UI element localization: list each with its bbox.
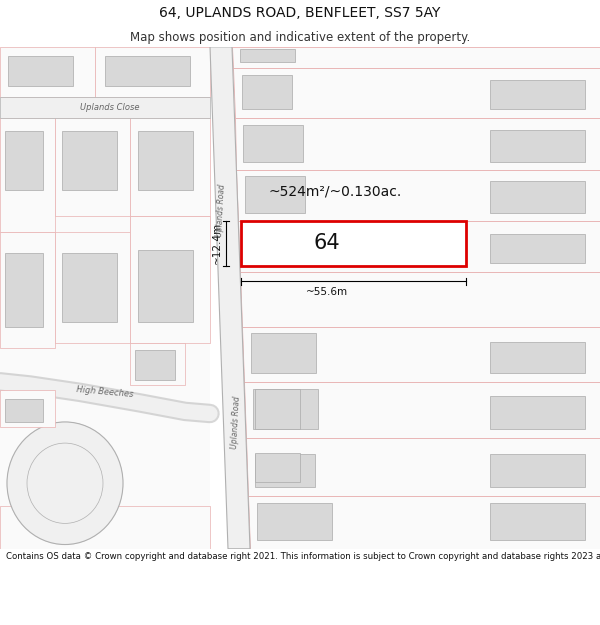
Text: Contains OS data © Crown copyright and database right 2021. This information is : Contains OS data © Crown copyright and d… (6, 552, 600, 561)
Bar (490, 342, 585, 373)
Bar (5, 253, 43, 327)
Bar (255, 389, 300, 429)
Bar (62, 131, 117, 189)
Bar (0, 47, 95, 96)
Bar (0, 232, 55, 348)
Text: ~55.6m: ~55.6m (305, 287, 347, 297)
Polygon shape (236, 171, 600, 221)
Bar (130, 118, 210, 216)
Bar (130, 216, 210, 232)
Bar (251, 333, 316, 373)
Polygon shape (242, 327, 600, 382)
Bar (241, 221, 466, 266)
Text: High Beeches: High Beeches (76, 386, 134, 399)
Bar (130, 216, 210, 342)
Text: Uplands Road: Uplands Road (215, 184, 227, 238)
Bar (5, 399, 43, 422)
Bar (0, 506, 210, 549)
Bar (55, 232, 130, 342)
Bar (241, 49, 295, 62)
Polygon shape (248, 496, 600, 549)
Text: Map shows position and indicative extent of the property.: Map shows position and indicative extent… (130, 31, 470, 44)
Bar (247, 229, 302, 264)
Bar (95, 47, 210, 96)
Bar (255, 452, 300, 482)
Text: 64: 64 (313, 233, 340, 253)
Text: 64, UPLANDS ROAD, BENFLEET, SS7 5AY: 64, UPLANDS ROAD, BENFLEET, SS7 5AY (160, 6, 440, 20)
Bar (55, 118, 130, 216)
Bar (244, 125, 304, 162)
Text: Uplands Close: Uplands Close (80, 102, 140, 112)
Bar (490, 234, 585, 264)
Bar (0, 47, 210, 549)
Bar (490, 396, 585, 429)
Polygon shape (232, 47, 600, 68)
Bar (253, 389, 318, 429)
Bar (130, 342, 185, 385)
Bar (490, 131, 585, 162)
Polygon shape (233, 68, 600, 118)
Bar (8, 56, 73, 86)
Bar (0, 118, 55, 232)
Bar (245, 176, 305, 213)
Bar (490, 181, 585, 213)
Bar (255, 454, 315, 488)
Bar (490, 454, 585, 488)
Polygon shape (238, 221, 600, 272)
Circle shape (7, 422, 123, 544)
Bar (135, 350, 175, 380)
Polygon shape (235, 118, 600, 171)
Polygon shape (240, 272, 600, 327)
Circle shape (27, 443, 103, 523)
Bar (0, 96, 210, 118)
Polygon shape (210, 47, 250, 549)
Text: ~12.4m: ~12.4m (212, 222, 222, 264)
Bar (242, 76, 292, 109)
Bar (138, 250, 193, 322)
Text: ~524m²/~0.130ac.: ~524m²/~0.130ac. (269, 184, 402, 199)
Bar (0, 390, 55, 428)
Bar (490, 79, 585, 109)
Bar (62, 253, 117, 322)
Bar (257, 503, 332, 540)
Polygon shape (244, 382, 600, 438)
Bar (138, 131, 193, 189)
Circle shape (7, 422, 123, 544)
Bar (490, 503, 585, 540)
Polygon shape (246, 438, 600, 496)
Text: Uplands Road: Uplands Road (230, 396, 242, 449)
Bar (5, 131, 43, 189)
Bar (105, 56, 190, 86)
